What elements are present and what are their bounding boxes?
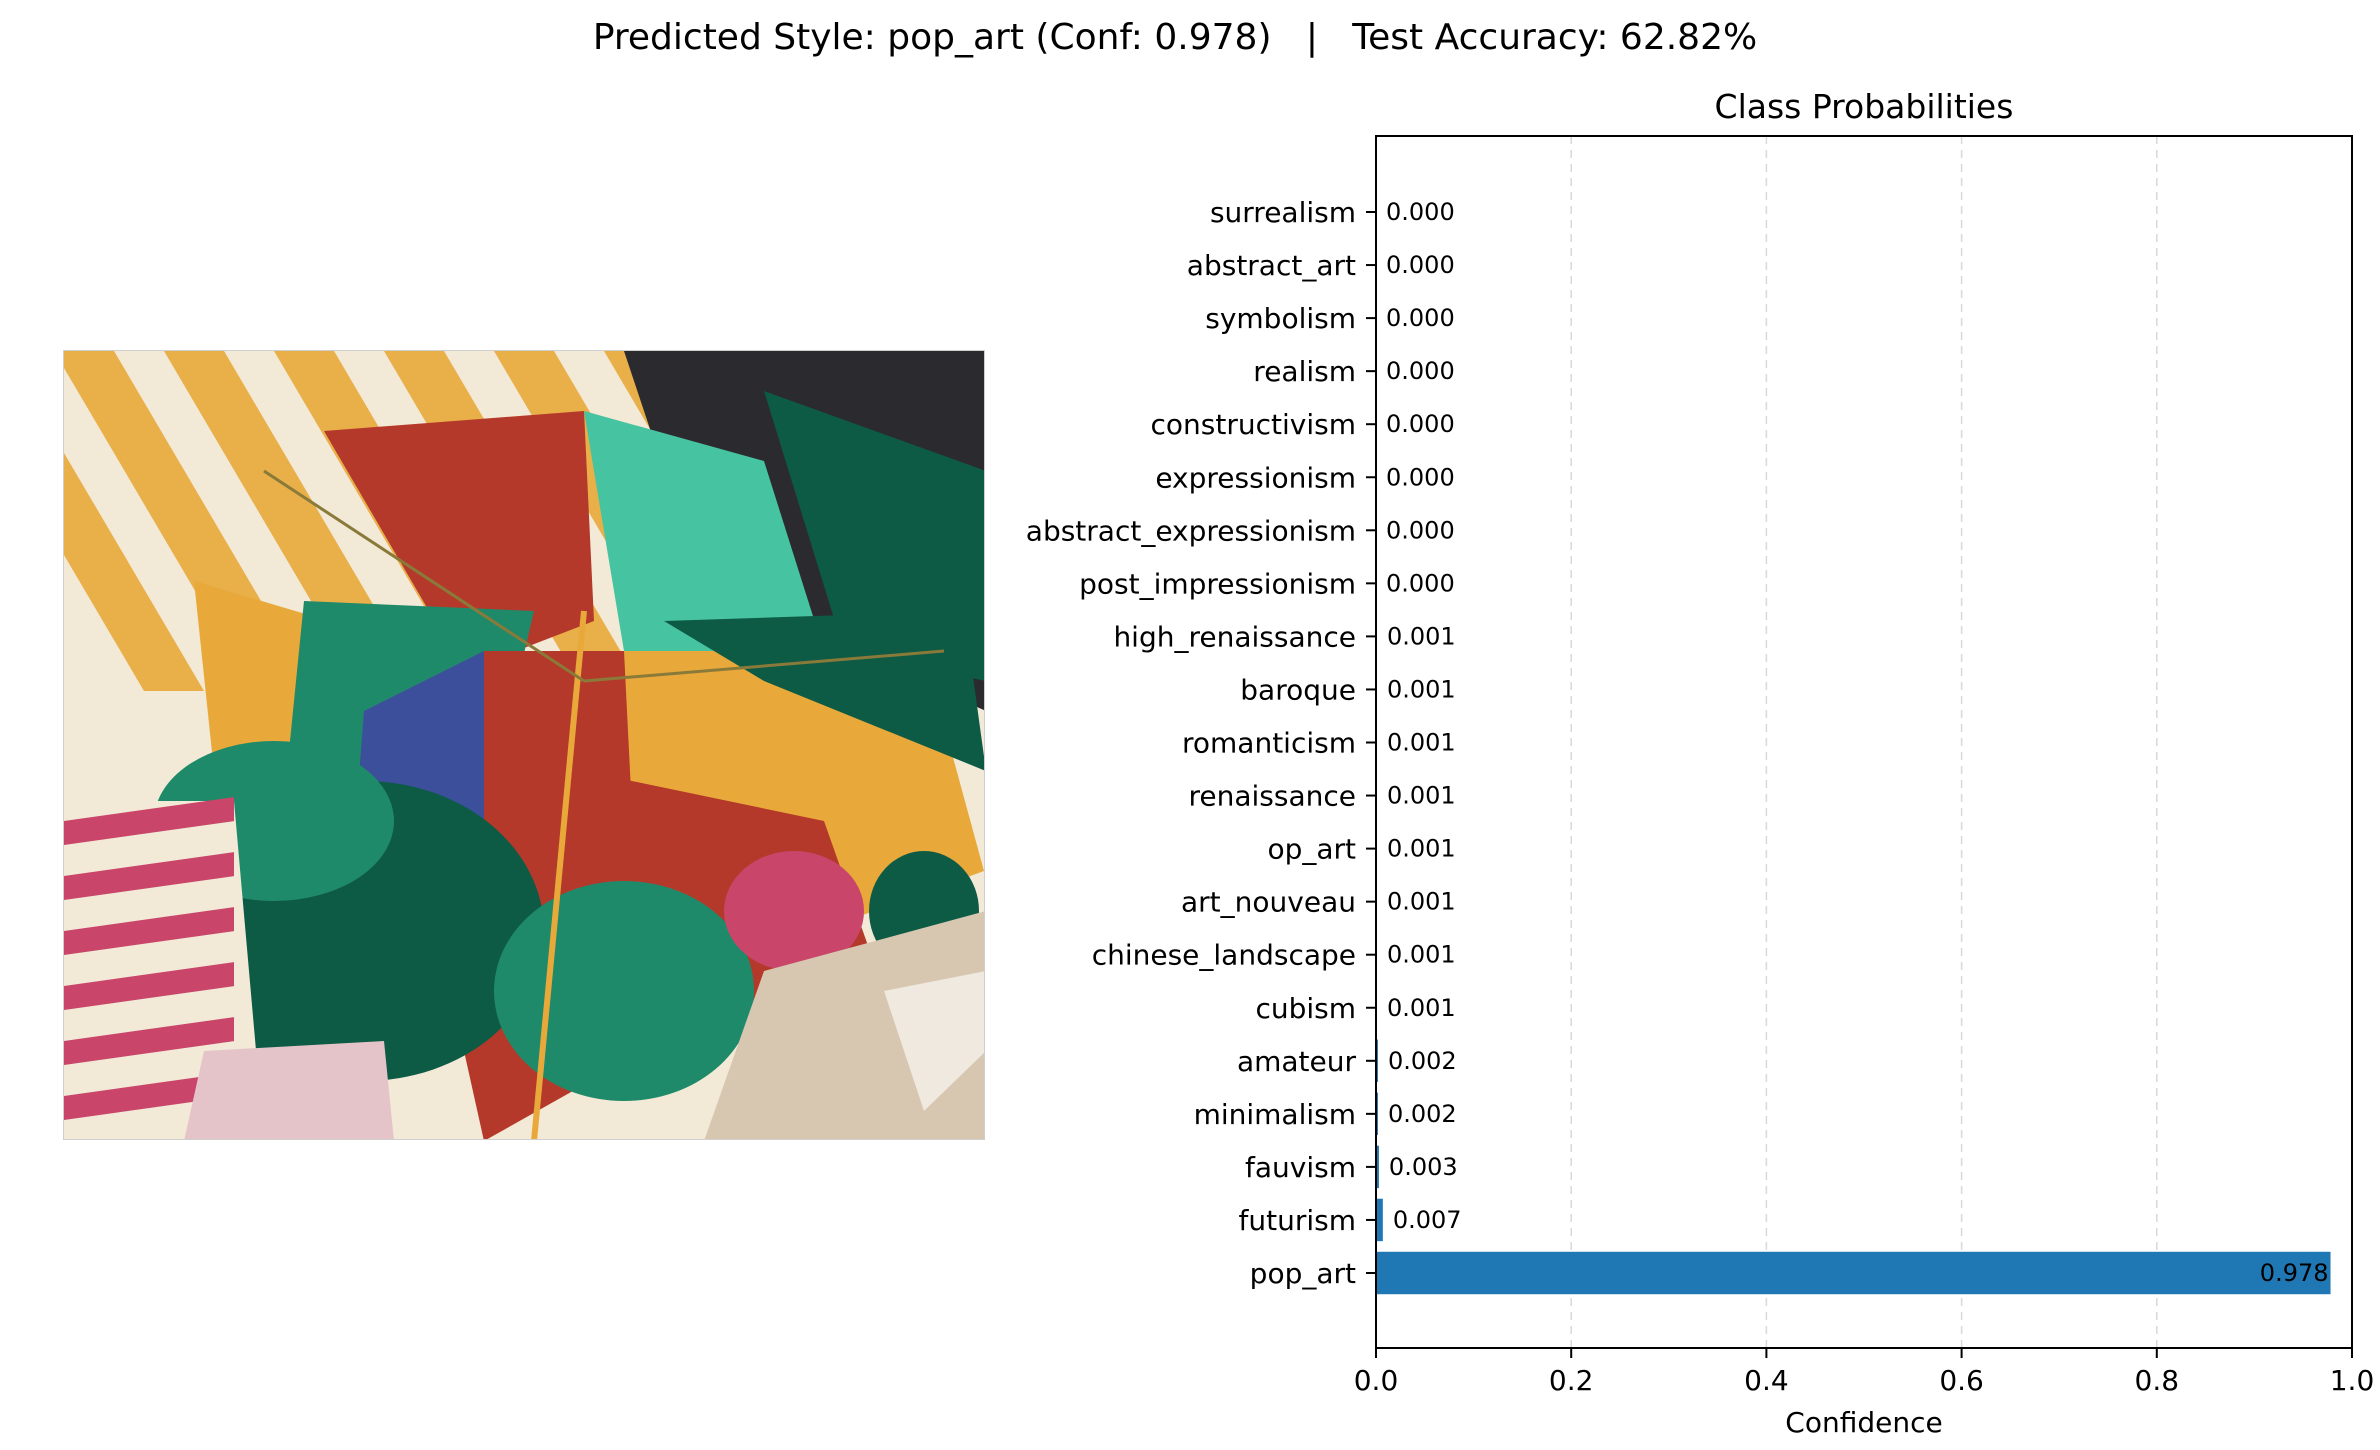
x-axis-title: Confidence	[1785, 1406, 1942, 1439]
y-tick-label-minimalism: minimalism	[1194, 1098, 1356, 1131]
y-tick-label-expressionism: expressionism	[1155, 461, 1356, 494]
value-label-surrealism: 0.000	[1386, 198, 1455, 226]
y-tick-label-amateur: amateur	[1237, 1045, 1357, 1078]
value-label-cubism: 0.001	[1387, 994, 1456, 1022]
artwork-image	[63, 350, 985, 1140]
bar-futurism	[1376, 1198, 1383, 1242]
y-tick-label-chinese-landscape: chinese_landscape	[1092, 939, 1356, 972]
x-tick-label: 0.8	[2135, 1364, 2180, 1397]
y-tick-label-futurism: futurism	[1239, 1204, 1356, 1237]
x-tick-label: 0.2	[1549, 1364, 1594, 1397]
value-label-abstract-art: 0.000	[1386, 251, 1455, 279]
value-label-chinese-landscape: 0.001	[1387, 941, 1456, 969]
value-label-futurism: 0.007	[1393, 1206, 1462, 1234]
value-label-expressionism: 0.000	[1386, 463, 1455, 491]
value-label-constructivism: 0.000	[1386, 410, 1455, 438]
y-tick-label-high-renaissance: high_renaissance	[1113, 620, 1356, 653]
y-tick-label-renaissance: renaissance	[1188, 780, 1356, 813]
artwork-painting	[64, 351, 984, 1139]
y-tick-label-post-impressionism: post_impressionism	[1079, 567, 1356, 600]
y-tick-label-symbolism: symbolism	[1205, 302, 1356, 335]
y-tick-label-surrealism: surrealism	[1210, 196, 1356, 229]
bar-pop-art	[1376, 1251, 2331, 1295]
value-label-symbolism: 0.000	[1386, 304, 1455, 332]
value-label-high-renaissance: 0.001	[1387, 622, 1456, 650]
y-tick-label-realism: realism	[1253, 355, 1356, 388]
value-labels: 0.000 0.000 0.000 0.000 0.000 0.000 0.000 0.000…	[1386, 198, 2329, 1287]
y-tick-label-op-art: op_art	[1267, 833, 1356, 866]
y-tick-label-baroque: baroque	[1240, 673, 1356, 706]
bars	[1376, 615, 2331, 1295]
x-tick-label: 0.6	[1939, 1364, 1984, 1397]
value-label-post-impressionism: 0.000	[1386, 569, 1455, 597]
value-label-abstract-expressionism: 0.000	[1386, 516, 1455, 544]
value-label-art-nouveau: 0.001	[1387, 888, 1456, 916]
x-tick-label: 0.4	[1744, 1364, 1789, 1397]
plot-frame	[1375, 135, 2353, 1349]
value-label-op-art: 0.001	[1387, 835, 1456, 863]
y-tick-label-cubism: cubism	[1255, 992, 1356, 1025]
value-label-amateur: 0.002	[1388, 1047, 1457, 1075]
x-gridlines	[1570, 136, 2158, 1348]
value-label-realism: 0.000	[1386, 357, 1455, 385]
y-tick-label-fauvism: fauvism	[1245, 1151, 1356, 1184]
x-tick-label: 0.0	[1354, 1364, 1399, 1397]
value-label-renaissance: 0.001	[1387, 782, 1456, 810]
value-label-fauvism: 0.003	[1389, 1153, 1458, 1181]
x-axis-ticks: 0.0 0.2 0.4 0.6 0.8 1.0	[1354, 1348, 2375, 1397]
y-tick-label-constructivism: constructivism	[1151, 408, 1356, 441]
value-label-baroque: 0.001	[1387, 675, 1456, 703]
x-tick-label: 1.0	[2330, 1364, 2375, 1397]
figure-suptitle: Predicted Style: pop_art (Conf: 0.978) |…	[592, 17, 1758, 58]
value-label-romanticism: 0.001	[1387, 729, 1456, 757]
y-tick-label-abstract-art: abstract_art	[1187, 249, 1356, 282]
value-label-pop-art: 0.978	[2260, 1259, 2329, 1287]
y-tick-label-art-nouveau: art_nouveau	[1181, 886, 1356, 919]
y-axis-ticks: surrealism abstract_art symbolism realism co…	[1026, 196, 1376, 1290]
chart-title: Class Probabilities	[1715, 87, 2014, 126]
y-tick-label-pop-art: pop_art	[1250, 1257, 1356, 1290]
y-tick-label-abstract-expressionism: abstract_expressionism	[1026, 514, 1356, 547]
bar-fauvism	[1376, 1145, 1379, 1189]
value-label-minimalism: 0.002	[1388, 1100, 1457, 1128]
y-tick-label-romanticism: romanticism	[1182, 727, 1356, 760]
